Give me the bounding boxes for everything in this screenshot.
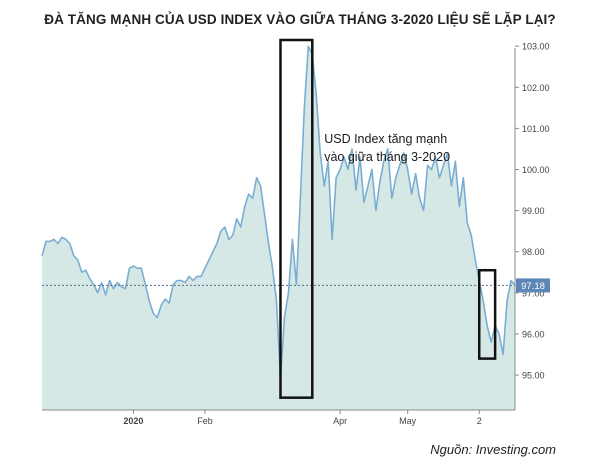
y-axis-ticks: 95.00 96.00 97.00 98.00 99.00 100.00 101.00 102…: [515, 42, 550, 381]
current-value-badge: [516, 278, 550, 293]
current-value-badge-group: 97.18: [516, 278, 550, 293]
y-tick-label: 97.00: [522, 288, 545, 298]
current-value-label: 97.18: [521, 281, 545, 292]
y-tick-label: 103.00: [522, 42, 550, 52]
annotation-text: USD Index tăng mạnh: [324, 132, 447, 146]
annotation-group: USD Index tăng mạnh vào giữa tháng 3-2020: [324, 132, 450, 164]
axes: [42, 48, 516, 411]
series-line: [41, 45, 516, 380]
series-line-group: [41, 45, 516, 380]
y-tick-label: 100.00: [522, 165, 550, 175]
annotation-text: vào giữa tháng 3-2020: [324, 150, 450, 164]
x-tick-label: 2: [477, 416, 482, 426]
highlight-box: [279, 38, 314, 399]
y-tick-label: 95.00: [522, 371, 545, 381]
x-tick-label: Feb: [197, 416, 213, 426]
source-note: Nguồn: Investing.com: [430, 442, 556, 457]
y-tick-label: 102.00: [522, 83, 550, 93]
y-tick-label: 96.00: [522, 329, 545, 339]
y-tick-label: 98.00: [522, 247, 545, 257]
highlight-box: [477, 268, 497, 360]
series-area: [42, 46, 515, 411]
y-tick-label: 101.00: [522, 124, 550, 134]
y-tick-label: 99.00: [522, 206, 545, 216]
x-tick-label: May: [399, 416, 417, 426]
x-tick-label: 2020: [123, 416, 143, 426]
x-axis-ticks: 2020 Feb Apr May 2: [123, 410, 482, 426]
chart-title: ĐÀ TĂNG MẠNH CỦA USD INDEX VÀO GIỮA THÁN…: [44, 12, 556, 27]
plot-area: [42, 46, 515, 411]
x-tick-label: Apr: [333, 416, 347, 426]
highlight-boxes: [279, 38, 497, 399]
